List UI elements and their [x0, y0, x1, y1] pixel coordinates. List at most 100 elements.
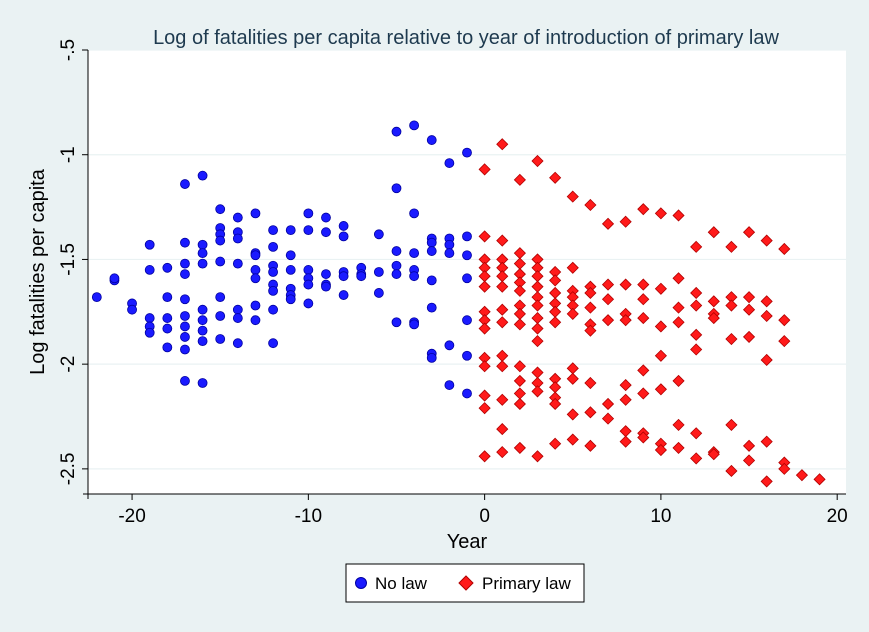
data-point	[321, 281, 331, 292]
data-point	[496, 360, 509, 373]
data-point	[462, 250, 472, 261]
y-tick-label: -1.5	[58, 243, 79, 276]
y-tick-label: -2	[58, 356, 79, 373]
data-point	[215, 235, 226, 246]
data-point	[690, 452, 703, 465]
data-point	[356, 271, 367, 282]
data-point	[531, 154, 544, 168]
data-point	[232, 258, 243, 269]
data-point	[232, 338, 243, 349]
data-point	[672, 418, 685, 431]
data-point	[162, 323, 173, 334]
data-point	[321, 212, 331, 223]
y-tick-label: -1	[58, 146, 79, 163]
data-point	[478, 322, 491, 335]
data-point	[162, 342, 173, 353]
data-point	[409, 271, 420, 282]
data-point	[232, 212, 243, 223]
data-point	[162, 292, 173, 303]
data-point	[619, 379, 632, 392]
data-point	[549, 437, 562, 450]
data-point	[303, 298, 314, 309]
data-point	[268, 267, 278, 277]
data-point	[690, 343, 703, 356]
data-point	[549, 316, 562, 329]
data-point	[426, 302, 437, 313]
data-point	[778, 314, 791, 327]
data-point	[91, 292, 102, 303]
data-point	[619, 435, 632, 448]
data-point	[391, 269, 402, 279]
data-point	[285, 265, 296, 275]
data-point	[478, 280, 491, 293]
data-point	[513, 374, 526, 387]
data-point	[250, 250, 261, 261]
data-point	[285, 250, 296, 261]
data-point	[250, 208, 261, 219]
data-point	[303, 265, 314, 275]
data-point	[197, 378, 208, 388]
x-tick-label: -20	[118, 506, 145, 527]
data-point	[637, 312, 650, 325]
data-point	[478, 450, 491, 463]
data-point	[496, 393, 509, 406]
data-point	[637, 203, 650, 216]
data-point	[462, 273, 472, 284]
data-point	[584, 439, 597, 452]
data-point	[513, 318, 526, 331]
data-point	[601, 314, 615, 327]
data-point	[444, 248, 455, 259]
data-point	[654, 320, 667, 333]
data-point	[742, 439, 756, 452]
points-layer	[91, 120, 826, 488]
data-point	[707, 295, 720, 308]
data-point	[338, 221, 349, 231]
data-point	[373, 229, 384, 240]
data-point	[303, 208, 314, 219]
data-point	[760, 295, 773, 308]
data-point	[409, 248, 420, 259]
data-point	[496, 280, 509, 293]
data-point	[619, 278, 632, 291]
data-point	[566, 261, 579, 274]
data-point	[637, 431, 650, 444]
data-point	[250, 273, 261, 284]
chart-title: Log of fatalities per capita relative to…	[153, 27, 779, 49]
data-point	[180, 179, 190, 189]
data-point	[144, 313, 155, 323]
data-point	[531, 385, 544, 398]
data-point	[478, 389, 491, 402]
data-point	[584, 198, 597, 212]
y-tick-label: -2.5	[58, 452, 79, 485]
data-point	[215, 204, 226, 215]
data-point	[391, 260, 402, 271]
data-point	[391, 183, 402, 194]
x-tick-label: 10	[650, 506, 671, 527]
data-point	[496, 234, 509, 247]
data-point	[144, 239, 155, 250]
data-point	[478, 230, 491, 243]
data-point	[654, 443, 667, 457]
data-point	[531, 450, 544, 463]
data-point	[426, 135, 437, 145]
data-point	[215, 256, 226, 267]
data-point	[109, 273, 120, 284]
data-point	[215, 334, 226, 344]
data-point	[478, 163, 491, 176]
data-point	[162, 262, 173, 273]
data-point	[268, 338, 278, 349]
series-no-law	[91, 120, 472, 399]
data-point	[250, 300, 261, 311]
data-point	[725, 418, 738, 431]
data-point	[742, 226, 756, 239]
plot-area	[88, 50, 846, 494]
data-point	[373, 288, 384, 298]
data-point	[496, 316, 509, 329]
data-point	[725, 240, 738, 253]
data-point	[444, 239, 455, 250]
legend-no-law-marker	[355, 577, 367, 589]
legend-no-law-label: No law	[375, 574, 428, 593]
legend-primary-law-marker	[458, 575, 474, 591]
series-primary-law	[478, 138, 826, 488]
